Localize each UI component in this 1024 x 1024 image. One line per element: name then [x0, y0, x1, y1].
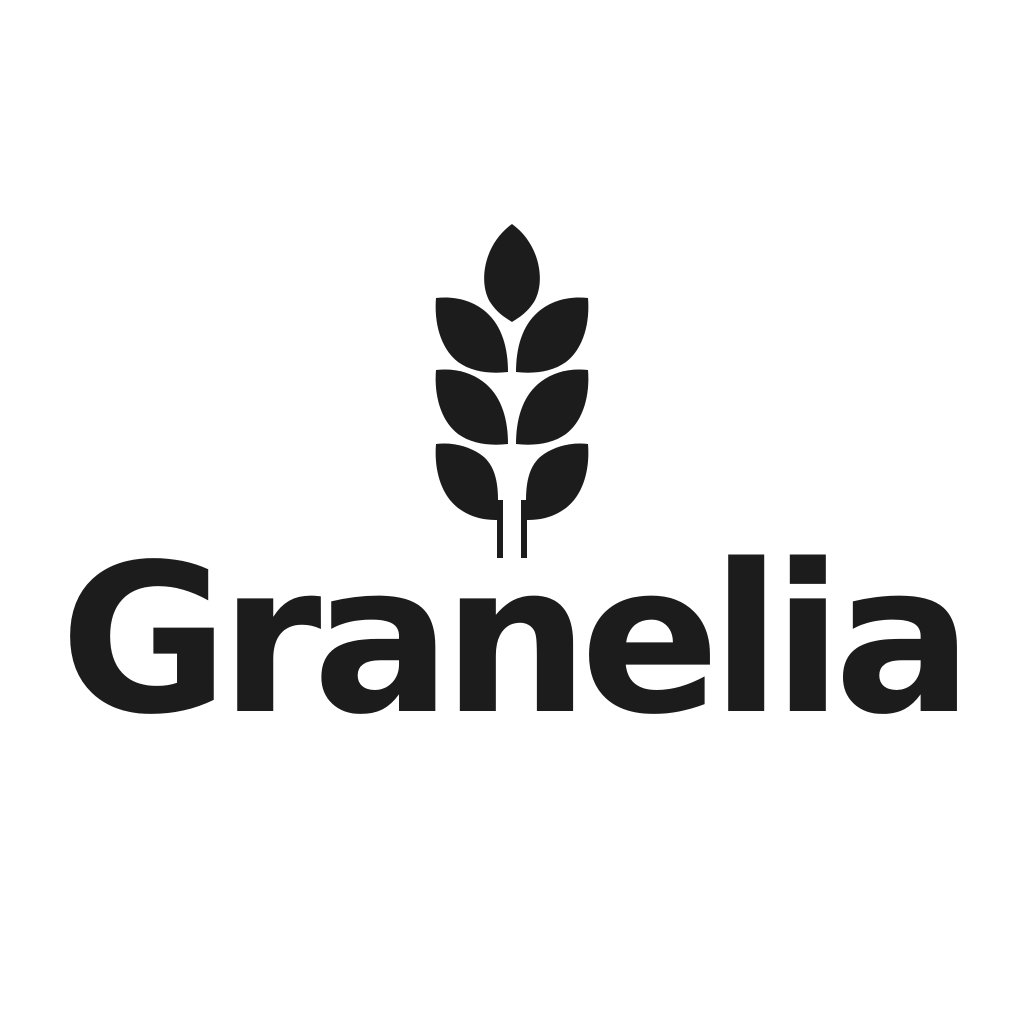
left-grain-lower: [435, 443, 498, 520]
left-stem: [497, 500, 503, 558]
top-grain: [484, 224, 540, 322]
wheat-icon: [435, 224, 589, 558]
right-grain-upper: [516, 297, 589, 373]
left-grain-upper: [435, 297, 508, 373]
left-grain-middle: [435, 369, 508, 445]
right-grain-middle: [516, 369, 589, 445]
right-grain-lower: [526, 443, 589, 520]
brand-wordmark: Granelia: [59, 520, 973, 760]
right-stem: [521, 500, 527, 558]
